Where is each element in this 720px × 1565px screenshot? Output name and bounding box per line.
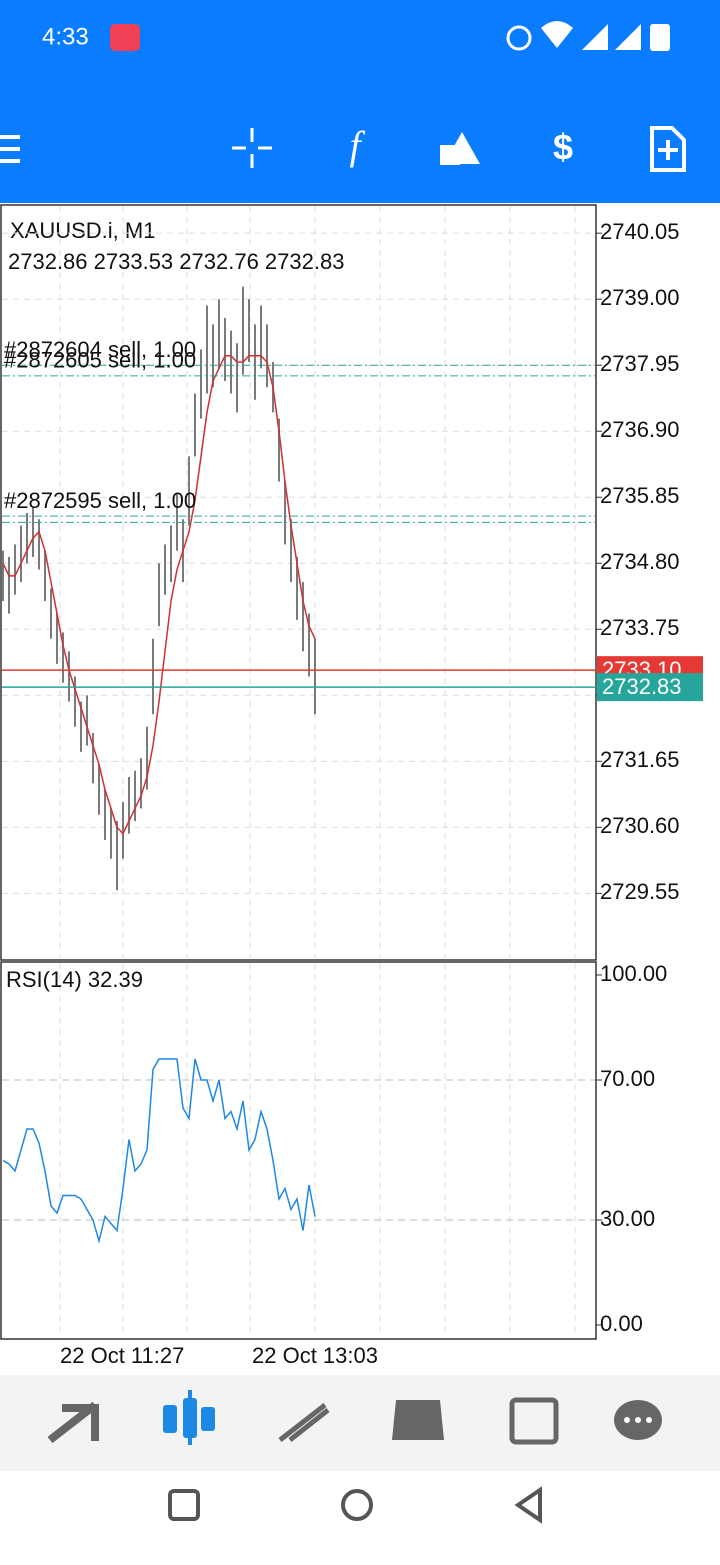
bottom-nav-icons[interactable] — [47, 1390, 662, 1445]
candle — [242, 286, 244, 375]
main-plot-frame — [0, 204, 597, 961]
candle — [176, 494, 178, 551]
y-tick-label: 2734.80 — [600, 549, 680, 574]
status-time: 4:33 — [42, 23, 89, 50]
candle — [188, 456, 190, 526]
svg-text:$: $ — [553, 127, 573, 168]
candle — [104, 789, 106, 840]
candle — [266, 324, 268, 388]
candle — [218, 299, 220, 369]
candle — [50, 588, 52, 639]
y-tick-label: 0.00 — [600, 1311, 643, 1336]
candle — [32, 506, 34, 557]
y-tick-label: 2731.65 — [600, 747, 680, 772]
candle — [8, 556, 10, 614]
candle — [170, 525, 172, 583]
order-label: #2872605 sell, 1.00 — [4, 348, 196, 373]
y-tick-label: 70.00 — [600, 1066, 655, 1091]
candle — [230, 330, 232, 394]
candle — [44, 550, 46, 601]
bottom-nav — [0, 1375, 720, 1471]
candle — [158, 563, 160, 627]
rsi-plot-frame — [0, 961, 597, 1340]
candle — [38, 519, 40, 570]
price-tag-label: 2732.83 — [602, 674, 682, 699]
candle — [200, 349, 202, 419]
y-tick-label: 2733.75 — [600, 615, 680, 640]
candle — [194, 393, 196, 457]
candle — [302, 582, 304, 652]
candle — [116, 821, 118, 891]
candle — [290, 519, 292, 583]
rsi-title: RSI(14) 32.39 — [6, 967, 143, 992]
candle — [92, 733, 94, 784]
candle — [224, 318, 226, 381]
candle — [248, 299, 250, 363]
rsi-line — [2, 1058, 316, 1244]
candle — [62, 632, 64, 683]
candle — [254, 324, 256, 400]
moving-average — [2, 355, 316, 835]
y-tick-label: 2740.05 — [600, 219, 680, 244]
candle — [284, 481, 286, 545]
candle — [86, 695, 88, 746]
candle — [140, 758, 142, 809]
y-tick-label: 2729.55 — [600, 879, 680, 904]
candle — [20, 525, 22, 583]
time-label: 22 Oct 11:27 — [60, 1343, 184, 1368]
candle — [110, 808, 112, 859]
candle — [164, 544, 166, 595]
system-nav[interactable] — [168, 1486, 542, 1524]
y-tick-label: 2730.60 — [600, 813, 680, 838]
candle — [296, 556, 298, 620]
candle — [14, 544, 16, 595]
candle — [128, 777, 130, 834]
y-tick-label: 2737.95 — [600, 351, 680, 376]
candle — [260, 305, 262, 369]
candle — [236, 343, 238, 413]
status-icons — [506, 21, 670, 51]
y-tick-label: 2735.85 — [600, 483, 680, 508]
y-tick-label: 30.00 — [600, 1206, 655, 1231]
candle — [206, 305, 208, 394]
candle — [146, 726, 148, 790]
y-tick-label: 2736.90 — [600, 417, 680, 442]
record-icon — [110, 24, 140, 51]
y-tick-label: 100.00 — [600, 961, 667, 986]
candle — [278, 418, 280, 482]
order-label: #2872595 sell, 1.00 — [4, 488, 196, 513]
candle — [26, 512, 28, 564]
order-label: #2872604 sell, 1.00 — [4, 337, 196, 362]
candle — [122, 802, 124, 859]
candle — [134, 770, 136, 822]
ohlc-quote: 2732.86 2733.53 2732.76 2732.83 — [8, 249, 344, 274]
candle — [98, 764, 100, 815]
candle — [2, 550, 4, 601]
candle — [212, 324, 214, 388]
symbol-title: XAUUSD.i, M1 — [10, 218, 155, 243]
candle — [68, 651, 70, 702]
y-tick-label: 2739.00 — [600, 285, 680, 310]
time-label: 22 Oct 13:03 — [252, 1343, 378, 1368]
candle — [56, 613, 58, 664]
candle — [314, 638, 316, 715]
app-bar — [0, 0, 720, 203]
candle — [80, 701, 82, 752]
time-grid — [59, 206, 576, 1337]
candle — [308, 613, 310, 677]
price-tag — [597, 673, 703, 702]
candle — [152, 638, 154, 715]
candle — [74, 676, 76, 727]
